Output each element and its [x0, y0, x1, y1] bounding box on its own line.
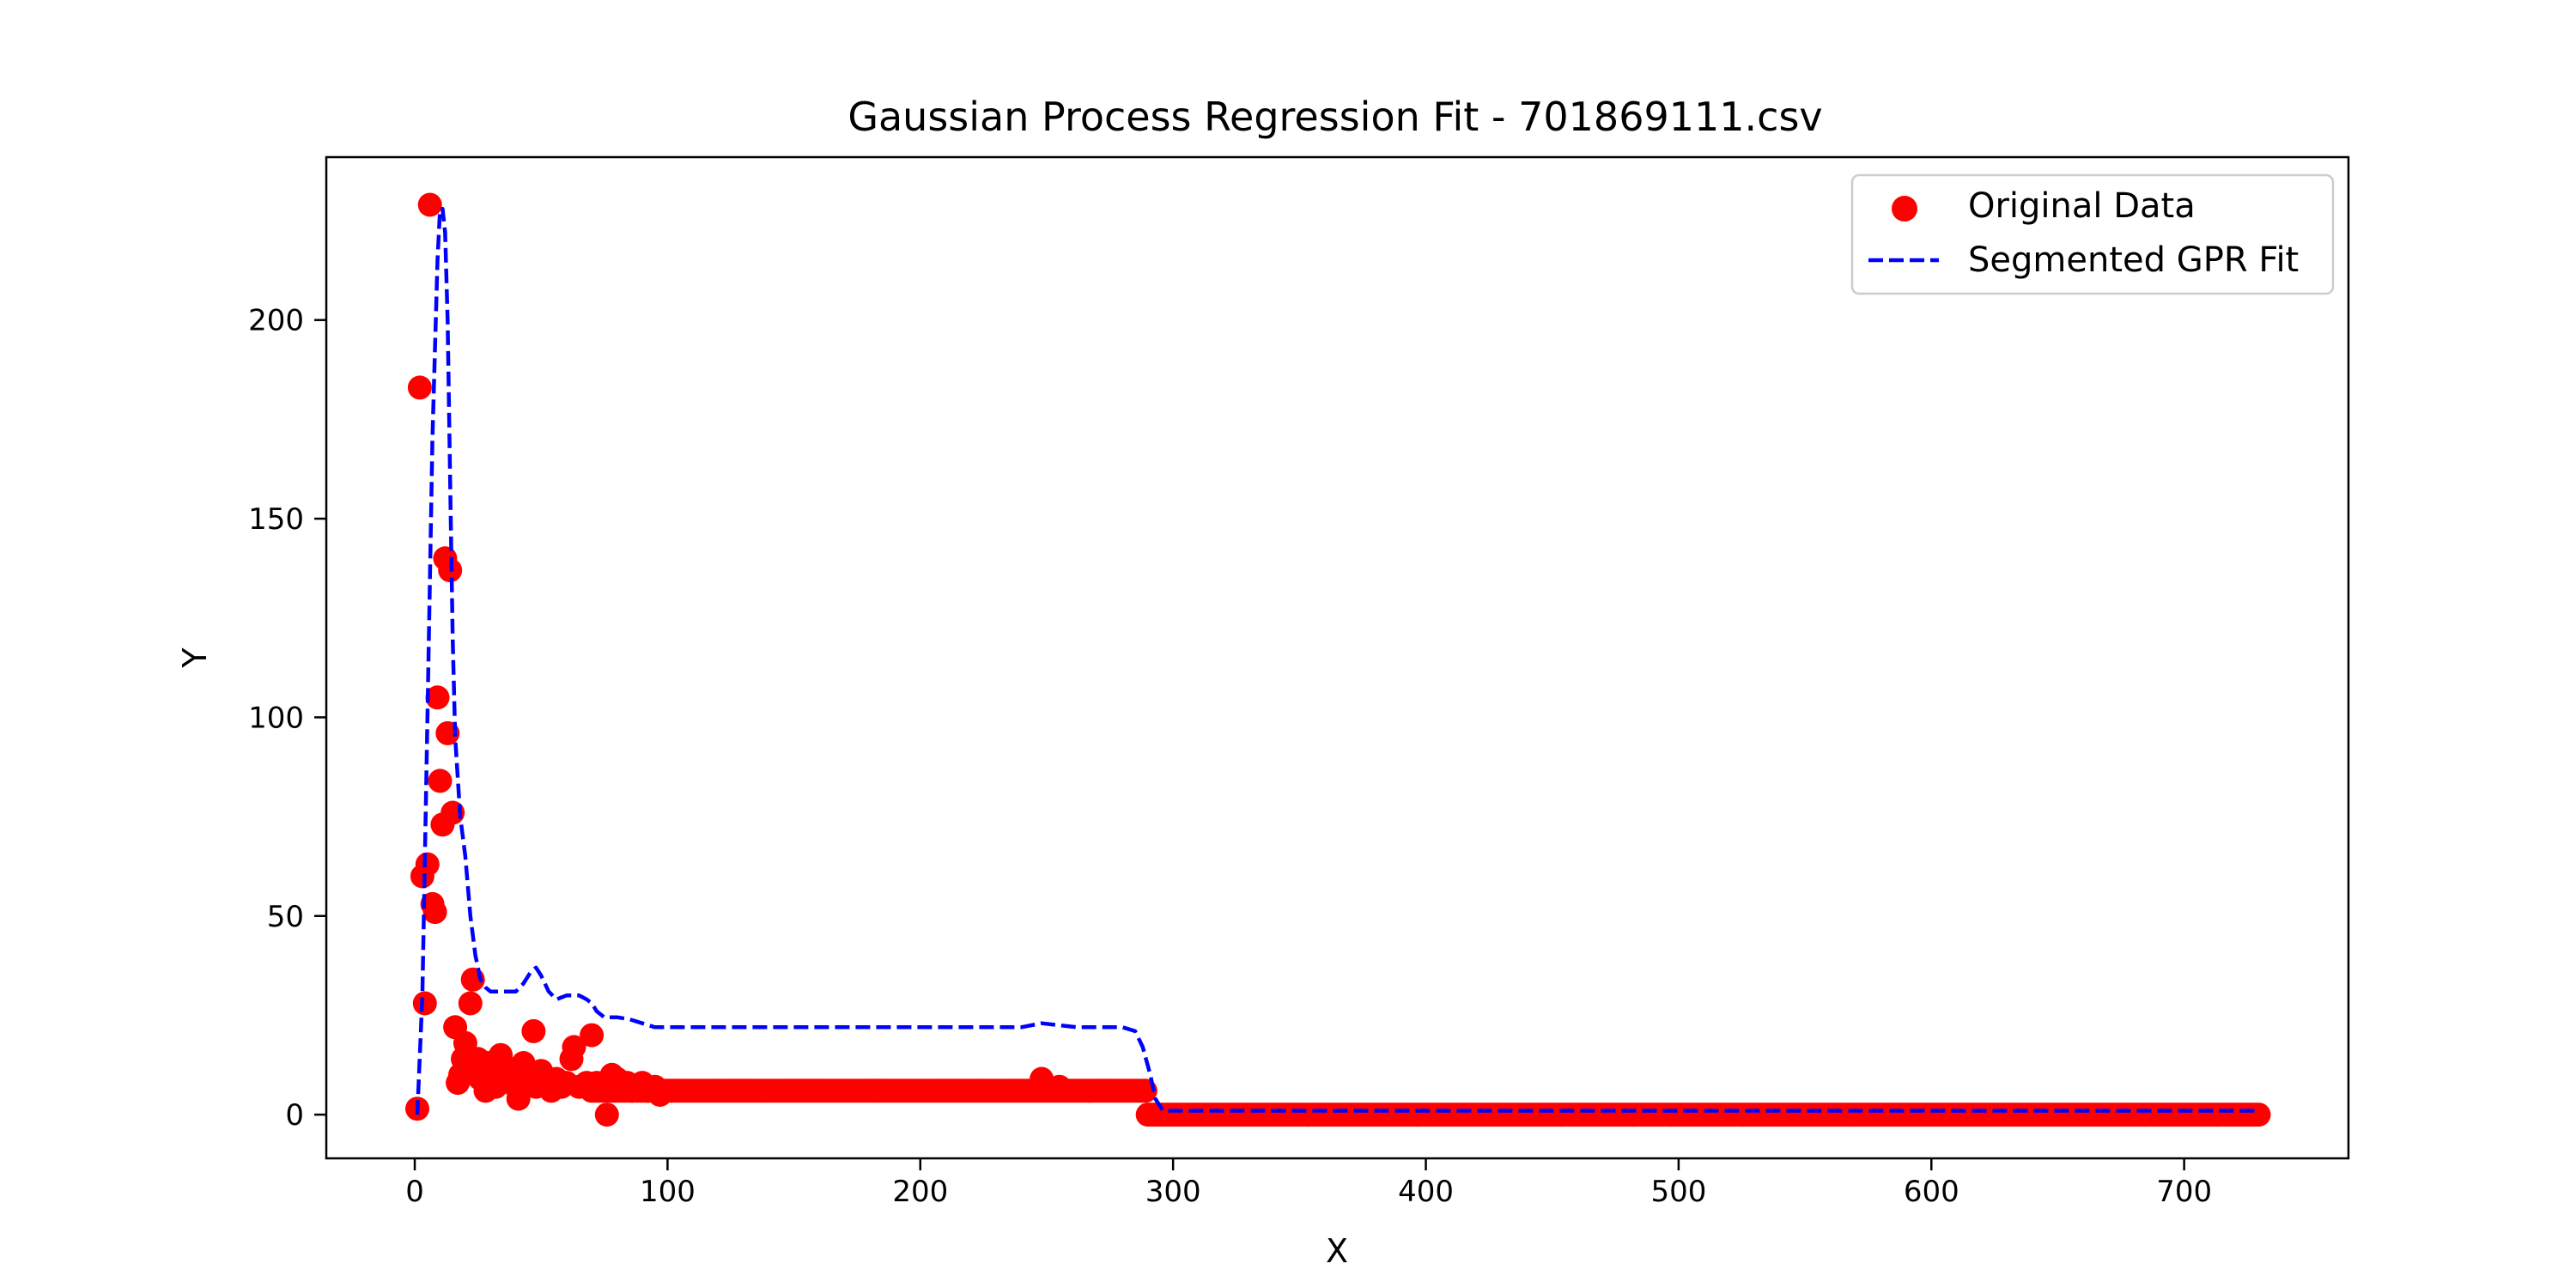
x-axis-label: X	[1326, 1232, 1348, 1270]
data-point	[521, 1018, 546, 1043]
y-tick-label: 100	[248, 701, 304, 735]
x-tick-label: 200	[892, 1175, 948, 1209]
plot-frame	[325, 155, 2350, 1160]
data-point	[2246, 1103, 2271, 1127]
series-segmented-gpr-fit-line	[415, 206, 2260, 1115]
data-point	[594, 1103, 619, 1127]
x-tick-label: 300	[1145, 1175, 1201, 1209]
data-point	[458, 991, 483, 1016]
axes-layer: 0 100 200 300 400 500 600 700 0 50 100 150 200	[248, 304, 2212, 1209]
x-tick-label: 400	[1398, 1175, 1454, 1209]
legend-label-original-data: Original Data	[1968, 186, 2196, 226]
data-point	[422, 900, 447, 925]
data-point	[417, 192, 442, 217]
data-point	[415, 852, 440, 877]
x-tick-label: 500	[1650, 1175, 1706, 1209]
data-point	[562, 1035, 586, 1060]
data-point	[428, 769, 453, 793]
chart-title: Gaussian Process Regression Fit - 701869…	[848, 94, 1822, 140]
y-axis-label: Y	[176, 647, 214, 669]
x-tick-label: 100	[640, 1175, 696, 1209]
y-tick-label: 0	[285, 1098, 304, 1133]
legend: Original Data Segmented GPR Fit	[1850, 173, 2335, 295]
legend-box	[1850, 173, 2335, 295]
y-tick-label: 200	[248, 304, 304, 338]
y-tick-label: 150	[248, 502, 304, 537]
plot-data-layer	[405, 192, 2271, 1127]
data-point	[412, 991, 437, 1016]
data-point	[580, 1023, 605, 1048]
legend-marker-original-data	[1892, 196, 1917, 222]
data-point	[425, 685, 450, 710]
x-tick-label: 0	[405, 1175, 424, 1209]
x-tick-label: 600	[1904, 1175, 1959, 1209]
x-tick-label: 700	[2156, 1175, 2212, 1209]
legend-label-segmented-gpr-fit: Segmented GPR Fit	[1968, 240, 2299, 280]
data-point	[407, 375, 432, 400]
y-tick-label: 50	[267, 900, 304, 934]
